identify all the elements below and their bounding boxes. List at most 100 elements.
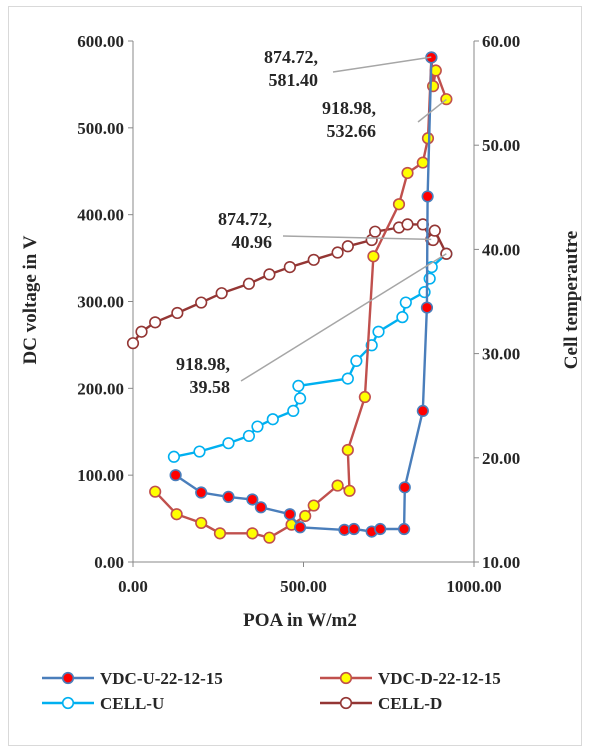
y-axis-title: DC voltage in V bbox=[20, 235, 41, 364]
y2-axis-title: Cell temperautre bbox=[561, 231, 582, 369]
annotation-leader-line bbox=[332, 56, 432, 73]
data-point bbox=[396, 311, 409, 324]
x-tick-label: 500.00 bbox=[280, 577, 327, 596]
data-point bbox=[169, 469, 182, 482]
legend-label: CELL-D bbox=[378, 694, 442, 713]
data-point bbox=[266, 413, 279, 426]
annotation-label: 918.98, bbox=[322, 98, 376, 118]
legend-label: CELL-U bbox=[100, 694, 164, 713]
data-point bbox=[416, 156, 429, 169]
x-tick-label: 0.00 bbox=[118, 577, 148, 596]
data-point bbox=[213, 527, 227, 540]
data-point bbox=[283, 508, 296, 521]
data-point bbox=[331, 246, 344, 259]
chart-frame bbox=[8, 6, 582, 746]
data-point bbox=[341, 240, 354, 253]
series-layer bbox=[126, 51, 453, 544]
data-point bbox=[242, 277, 256, 290]
data-point bbox=[170, 508, 183, 521]
series-line bbox=[132, 223, 448, 344]
annotation-label: 40.96 bbox=[232, 232, 273, 252]
annotation-label: 532.66 bbox=[327, 121, 377, 141]
annotation-layer: 874.72,581.40918.98,532.66874.72,40.9691… bbox=[176, 47, 447, 397]
annotation-label: 39.58 bbox=[190, 377, 231, 397]
data-point bbox=[399, 296, 412, 309]
x-axis-title: POA in W/m2 bbox=[243, 610, 357, 631]
annotation-leader-line bbox=[282, 235, 432, 241]
data-point bbox=[167, 450, 181, 463]
legend-marker bbox=[339, 696, 353, 710]
data-point bbox=[171, 306, 184, 320]
data-point bbox=[287, 404, 300, 418]
series-cell-u bbox=[167, 247, 453, 463]
legend-marker bbox=[339, 671, 353, 685]
y-tick-label: 300.00 bbox=[77, 293, 124, 312]
data-point bbox=[195, 296, 208, 309]
data-point bbox=[307, 253, 320, 266]
annotation-label: 874.72, bbox=[264, 47, 318, 67]
x-tick-label: 1000.00 bbox=[446, 577, 501, 596]
y2-tick-label: 40.00 bbox=[482, 240, 520, 259]
legend-label: VDC-U-22-12-15 bbox=[100, 669, 223, 688]
legend-marker bbox=[61, 671, 75, 685]
data-point bbox=[222, 437, 235, 450]
series-line bbox=[174, 57, 433, 533]
data-point bbox=[347, 522, 361, 536]
data-point bbox=[263, 268, 276, 281]
legend-item: VDC-D-22-12-15 bbox=[320, 669, 501, 688]
data-point bbox=[416, 404, 429, 418]
data-point bbox=[401, 218, 414, 231]
legend-item: CELL-D bbox=[320, 694, 442, 713]
data-point bbox=[420, 301, 434, 314]
y2-tick-label: 50.00 bbox=[482, 136, 520, 155]
data-point bbox=[341, 443, 354, 457]
annotation-label: 581.40 bbox=[269, 70, 319, 90]
data-point bbox=[307, 499, 320, 512]
data-point bbox=[292, 379, 305, 393]
data-point bbox=[341, 372, 354, 385]
data-point bbox=[149, 485, 162, 498]
y-tick-label: 400.00 bbox=[77, 206, 124, 225]
data-point bbox=[401, 166, 414, 180]
data-point bbox=[126, 337, 140, 350]
y2-tick-label: 10.00 bbox=[482, 553, 520, 572]
data-point bbox=[369, 225, 382, 238]
data-point bbox=[246, 527, 259, 540]
data-point bbox=[195, 486, 208, 499]
data-point bbox=[428, 224, 441, 237]
data-point bbox=[195, 516, 208, 530]
data-point bbox=[398, 481, 411, 494]
data-point bbox=[421, 190, 434, 203]
axes-group: 0.00 100.00 200.00 300.00 400.00 500.00 600.00… bbox=[77, 32, 520, 596]
data-point bbox=[193, 445, 206, 458]
data-point bbox=[254, 501, 267, 514]
data-point bbox=[222, 490, 235, 503]
data-point bbox=[215, 287, 228, 300]
data-point bbox=[372, 325, 385, 338]
annotation-leader-line bbox=[240, 253, 447, 382]
data-point bbox=[392, 198, 406, 211]
legend-marker bbox=[61, 696, 75, 710]
data-point bbox=[299, 509, 312, 523]
data-point bbox=[367, 250, 380, 263]
data-point bbox=[263, 531, 276, 544]
y-tick-label: 0.00 bbox=[94, 553, 124, 572]
legend-label: VDC-D-22-12-15 bbox=[378, 669, 501, 688]
y-tick-label: 200.00 bbox=[77, 379, 124, 398]
data-point bbox=[246, 493, 259, 506]
y2-tick-label: 60.00 bbox=[482, 32, 520, 51]
data-point bbox=[135, 325, 148, 338]
series-vdc-u-22-12-15 bbox=[169, 51, 438, 538]
data-point bbox=[397, 522, 411, 536]
annotation-label: 874.72, bbox=[218, 209, 272, 229]
data-point bbox=[283, 261, 296, 274]
data-point bbox=[331, 479, 344, 492]
data-point bbox=[251, 420, 264, 433]
y2-tick-label: 20.00 bbox=[482, 449, 520, 468]
data-point bbox=[350, 354, 363, 367]
data-point bbox=[374, 522, 387, 536]
data-point bbox=[418, 286, 431, 299]
data-point bbox=[242, 429, 256, 443]
data-point bbox=[149, 316, 162, 329]
